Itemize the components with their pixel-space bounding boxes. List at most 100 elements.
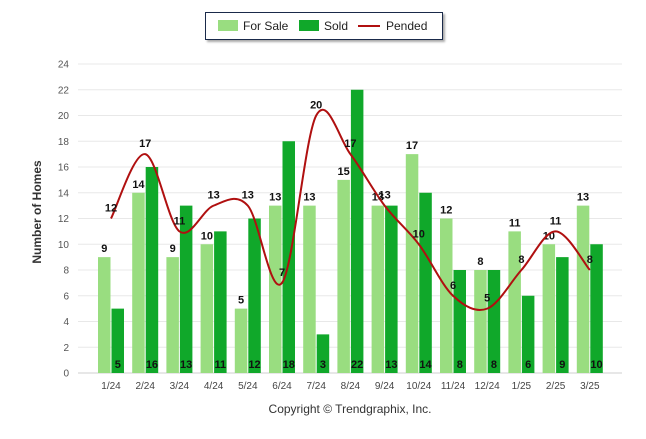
bar-sold [179, 205, 193, 373]
y-tick-label: 0 [63, 369, 69, 380]
bar-for-sale [269, 205, 282, 373]
pended-data-label: 13 [378, 190, 390, 202]
bar-for-sale [508, 231, 521, 373]
sold-data-label: 6 [525, 359, 531, 371]
sold-data-label: 18 [283, 359, 295, 371]
x-tick-label: 2/24 [135, 381, 155, 392]
bar-sold [248, 218, 261, 373]
pended-data-label: 6 [450, 280, 456, 292]
bar-sold [453, 270, 466, 373]
copyright-text: Copyright © Trendgraphix, Inc. [268, 402, 432, 416]
for-sale-data-label: 14 [132, 179, 145, 191]
bar-sold [385, 205, 398, 373]
pended-data-label: 11 [550, 215, 562, 227]
for-sale-data-label: 8 [477, 256, 483, 268]
bar-for-sale [474, 270, 487, 373]
bar-sold [556, 257, 569, 373]
y-tick-label: 8 [63, 266, 69, 277]
for-sale-data-label: 15 [338, 166, 350, 178]
bar-sold [419, 192, 432, 373]
bar-sold [111, 308, 124, 373]
y-tick-label: 14 [58, 188, 70, 199]
for-sale-data-label: 13 [269, 192, 281, 204]
sold-data-label: 22 [351, 359, 363, 371]
for-sale-data-label: 13 [577, 192, 589, 204]
bar-for-sale [234, 308, 248, 373]
bar-for-sale [405, 154, 419, 373]
legend-item-sold[interactable]: Sold [299, 19, 348, 33]
y-tick-label: 12 [58, 214, 70, 225]
for-sale-data-label: 9 [101, 243, 107, 255]
bar-for-sale [132, 192, 145, 373]
y-tick-label: 18 [58, 137, 70, 148]
x-tick-label: 4/24 [204, 381, 224, 392]
y-tick-label: 22 [58, 85, 70, 96]
pended-data-label: 13 [207, 190, 219, 202]
pended-data-label: 13 [242, 190, 254, 202]
sold-data-label: 9 [559, 359, 565, 371]
pended-data-label: 10 [413, 228, 425, 240]
pended-data-label: 5 [484, 293, 490, 305]
bar-for-sale [542, 244, 556, 373]
sold-data-label: 11 [215, 359, 227, 371]
x-tick-label: 3/25 [580, 381, 600, 392]
sold-data-label: 16 [146, 359, 158, 371]
pended-data-label: 7 [279, 267, 285, 279]
bar-sold [282, 141, 295, 373]
sold-data-label: 3 [320, 359, 326, 371]
sold-data-label: 13 [180, 359, 192, 371]
pended-data-label: 8 [587, 254, 593, 266]
x-tick-label: 1/25 [512, 381, 532, 392]
legend-item-pended[interactable]: Pended [358, 19, 427, 33]
y-tick-label: 6 [63, 291, 69, 302]
sold-swatch [299, 20, 319, 31]
y-tick-label: 24 [58, 60, 70, 71]
y-tick-label: 4 [63, 317, 69, 328]
x-tick-label: 1/24 [101, 381, 121, 392]
x-tick-label: 9/24 [375, 381, 395, 392]
bar-sold [521, 295, 535, 373]
x-tick-label: 6/24 [272, 381, 292, 392]
sold-data-label: 12 [248, 359, 260, 371]
for-sale-swatch [218, 20, 238, 31]
pended-data-label: 17 [139, 138, 151, 150]
sold-data-label: 10 [590, 359, 602, 371]
pended-line [110, 108, 591, 311]
y-tick-label: 10 [58, 240, 70, 251]
bar-sold [487, 270, 501, 373]
bar-for-sale [98, 257, 111, 373]
legend-label-sold: Sold [324, 19, 349, 33]
pended-data-label: 20 [310, 100, 322, 112]
bar-for-sale [166, 257, 179, 373]
x-tick-label: 7/24 [306, 381, 326, 392]
pended-data-label: 8 [518, 254, 524, 266]
for-sale-data-label: 5 [238, 295, 244, 307]
bar-sold [590, 244, 603, 373]
for-sale-data-label: 17 [406, 140, 418, 152]
for-sale-data-label: 12 [440, 205, 452, 217]
x-tick-label: 3/24 [170, 381, 190, 392]
x-tick-label: 11/24 [441, 381, 466, 392]
x-tick-label: 10/24 [406, 381, 431, 392]
for-sale-data-label: 10 [201, 230, 213, 242]
bar-for-sale [371, 205, 385, 373]
for-sale-data-label: 13 [303, 192, 315, 204]
bar-sold [350, 89, 364, 373]
bar-for-sale [303, 205, 316, 373]
sold-data-label: 14 [419, 359, 432, 371]
y-tick-label: 2 [63, 343, 69, 354]
legend-item-for-sale[interactable]: For Sale [218, 19, 288, 33]
sold-data-label: 5 [115, 359, 121, 371]
bar-sold [214, 231, 227, 373]
sold-data-label: 8 [457, 359, 463, 371]
pended-line-swatch [358, 25, 380, 27]
sold-data-label: 8 [491, 359, 497, 371]
x-tick-label: 5/24 [238, 381, 258, 392]
y-tick-label: 16 [58, 163, 70, 174]
sold-data-label: 13 [385, 359, 397, 371]
x-tick-label: 12/24 [475, 381, 500, 392]
bar-sold [316, 334, 330, 373]
for-sale-data-label: 11 [509, 217, 521, 229]
